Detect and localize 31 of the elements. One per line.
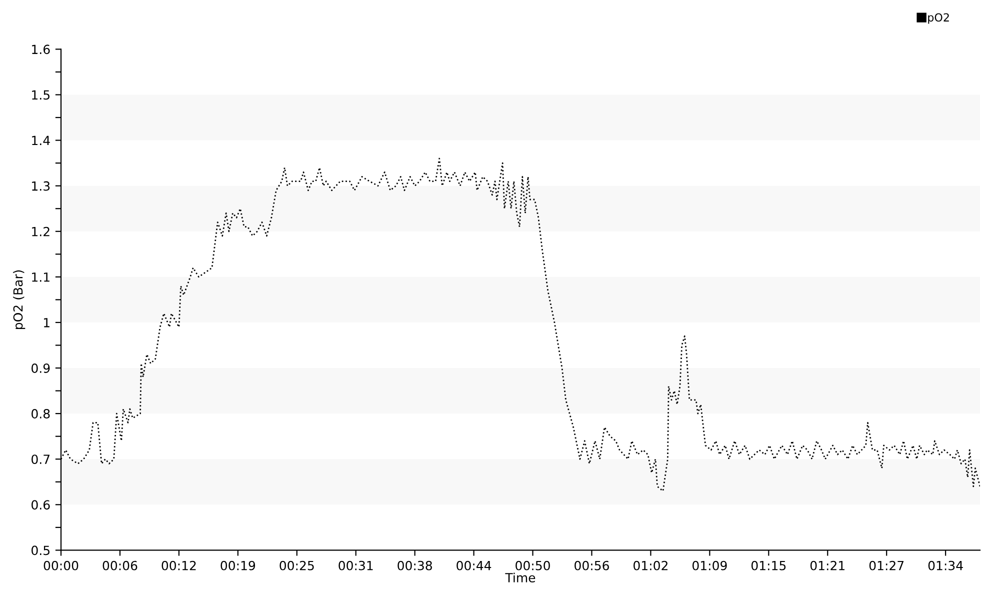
y-tick-label: 0.9	[32, 363, 50, 373]
y-tick-label: 0.7	[32, 454, 50, 464]
y-tick-label: 1.4	[32, 136, 50, 146]
y-axis-title: pO2 (Bar)	[13, 270, 26, 329]
legend-label: pO2	[928, 13, 949, 24]
x-axis-title: Time	[505, 572, 536, 582]
x-tick-label: 00:25	[280, 560, 314, 570]
x-tick-label: 00:56	[574, 560, 609, 570]
x-tick-label: 00:50	[516, 560, 550, 570]
x-tick-label: 00:19	[220, 560, 256, 570]
x-tick-label: 00:06	[102, 560, 138, 570]
y-tick-label: 1.1	[32, 272, 50, 282]
x-tick-label: 01:34	[928, 560, 963, 570]
x-tick-label: 00:38	[398, 560, 432, 570]
y-tick-label: 0.6	[32, 500, 50, 510]
y-tick-label: 1.6	[32, 44, 50, 54]
y-tick-label: 0.8	[32, 409, 50, 418]
x-tick-label: 01:09	[692, 560, 727, 570]
y-tick-label: 1.3	[32, 181, 50, 191]
y-tick-label: 1	[44, 318, 50, 328]
y-tick-label: 0.5	[32, 546, 50, 556]
y-tick-label: 1.2	[32, 226, 50, 236]
x-tick-label: 00:12	[162, 560, 196, 570]
x-tick-label: 01:21	[810, 560, 844, 570]
x-tick-label: 01:02	[634, 560, 668, 570]
x-tick-label: 00:31	[338, 560, 373, 570]
x-tick-label: 00:44	[456, 560, 492, 570]
y-tick-label: 1.5	[32, 90, 50, 100]
x-tick-label: 01:15	[751, 560, 786, 570]
x-tick-label: 00:00	[44, 560, 78, 570]
x-tick-label: 01:27	[869, 560, 904, 570]
